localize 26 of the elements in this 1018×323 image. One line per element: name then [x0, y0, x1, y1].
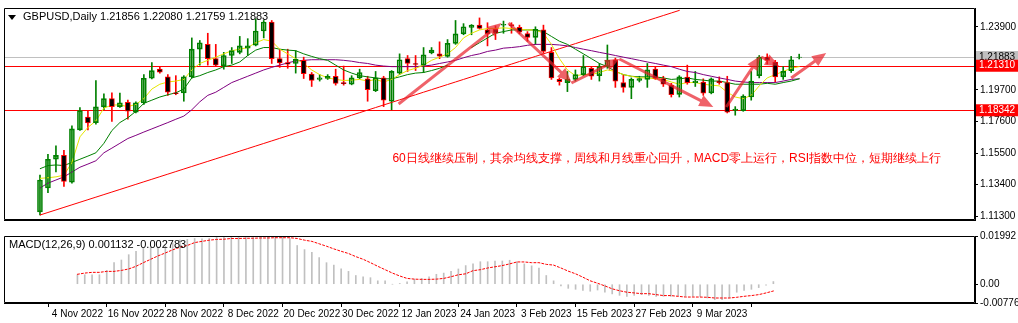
y-tick-label: 0.00	[980, 277, 1000, 289]
chart-title: MACD(12,26,9) 0.001132 -0.002783	[9, 238, 187, 251]
ref-line-label: 1.21883	[979, 50, 1016, 62]
ref-line-label: 1.18342	[979, 104, 1016, 116]
x-tick-label: 4 Nov 2022	[51, 307, 104, 319]
y-tick-label: 1.13400	[980, 178, 1017, 190]
x-tick-label: 28 Nov 2022	[166, 307, 224, 319]
x-tick-label: 24 Jan 2023	[460, 307, 516, 319]
annotation: 60日线继续压制，其余均线支撑，周线和月线重心回升，MACD零上运行，RSI指数中位，短期继续上行	[392, 150, 942, 165]
y-tick-label: 0.01992	[980, 229, 1017, 241]
y-tick-label: 1.23900	[980, 20, 1017, 32]
x-tick-label: 12 Jan 2023	[401, 307, 458, 319]
x-tick-label: 15 Feb 2023	[576, 307, 634, 319]
x-tick-label: 16 Nov 2022	[107, 307, 165, 319]
y-tick-label: 1.15500	[980, 146, 1017, 158]
chart-title: GBPUSD,Daily 1.21856 1.22080 1.21759 1.21883	[23, 10, 269, 23]
x-tick-label: 20 Dec 2022	[283, 307, 341, 319]
x-tick-label: 27 Feb 2023	[635, 307, 692, 319]
x-tick-label: 30 Dec 2022	[342, 307, 400, 319]
ref-line-label: 1.21310	[979, 59, 1016, 71]
y-tick-label: 1.17600	[980, 115, 1017, 127]
x-tick-label: 9 Mar 2023	[696, 307, 748, 319]
x-tick-label: 3 Feb 2023	[520, 307, 572, 319]
y-tick-label: 1.19700	[980, 83, 1017, 95]
x-tick-label: 8 Dec 2022	[227, 307, 280, 319]
y-tick-label: 1.11300	[980, 209, 1016, 221]
